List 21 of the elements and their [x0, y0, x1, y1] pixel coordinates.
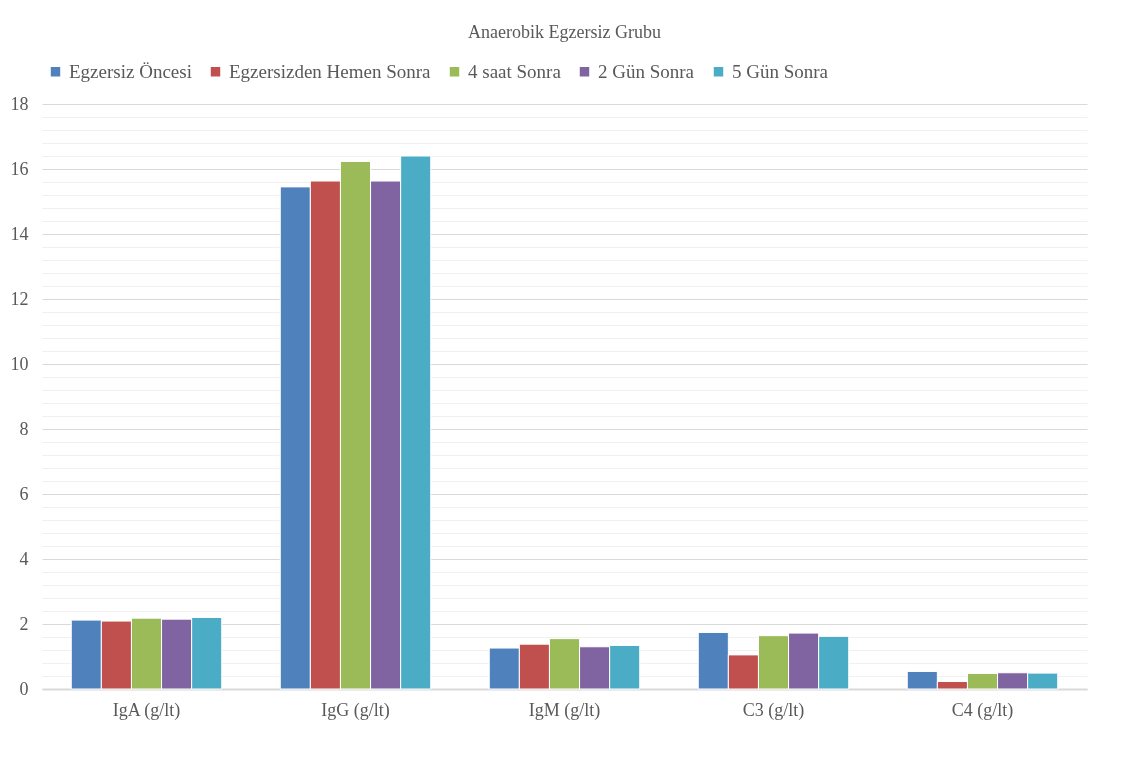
legend-label: 2 Gün Sonra — [598, 60, 695, 82]
x-tick-label: IgA (g/lt) — [112, 699, 181, 721]
y-tick-label: 16 — [10, 158, 29, 179]
chart-title: Anaerobik Egzersiz Grubu — [468, 22, 661, 42]
y-tick-label: 10 — [10, 353, 29, 374]
y-tick-label: 14 — [10, 223, 29, 244]
x-tick-label: C4 (g/lt) — [951, 699, 1014, 721]
y-tick-label: 18 — [10, 93, 29, 114]
y-tick-label: 4 — [19, 548, 29, 569]
y-tick-label: 2 — [19, 613, 29, 634]
y-tick-label: 0 — [19, 678, 29, 699]
legend-label: Egzersiz Öncesi — [69, 60, 192, 82]
x-tick-label: C3 (g/lt) — [742, 699, 805, 721]
y-tick-label: 6 — [19, 483, 29, 504]
x-tick-label: IgG (g/lt) — [321, 699, 390, 721]
y-tick-label: 8 — [19, 418, 29, 439]
legend-label: Egzersizden Hemen Sonra — [229, 60, 432, 82]
legend-label: 5 Gün Sonra — [732, 60, 829, 82]
x-tick-label: IgM (g/lt) — [528, 699, 601, 721]
y-tick-label: 12 — [10, 288, 29, 309]
legend-label: 4 saat Sonra — [468, 60, 562, 82]
